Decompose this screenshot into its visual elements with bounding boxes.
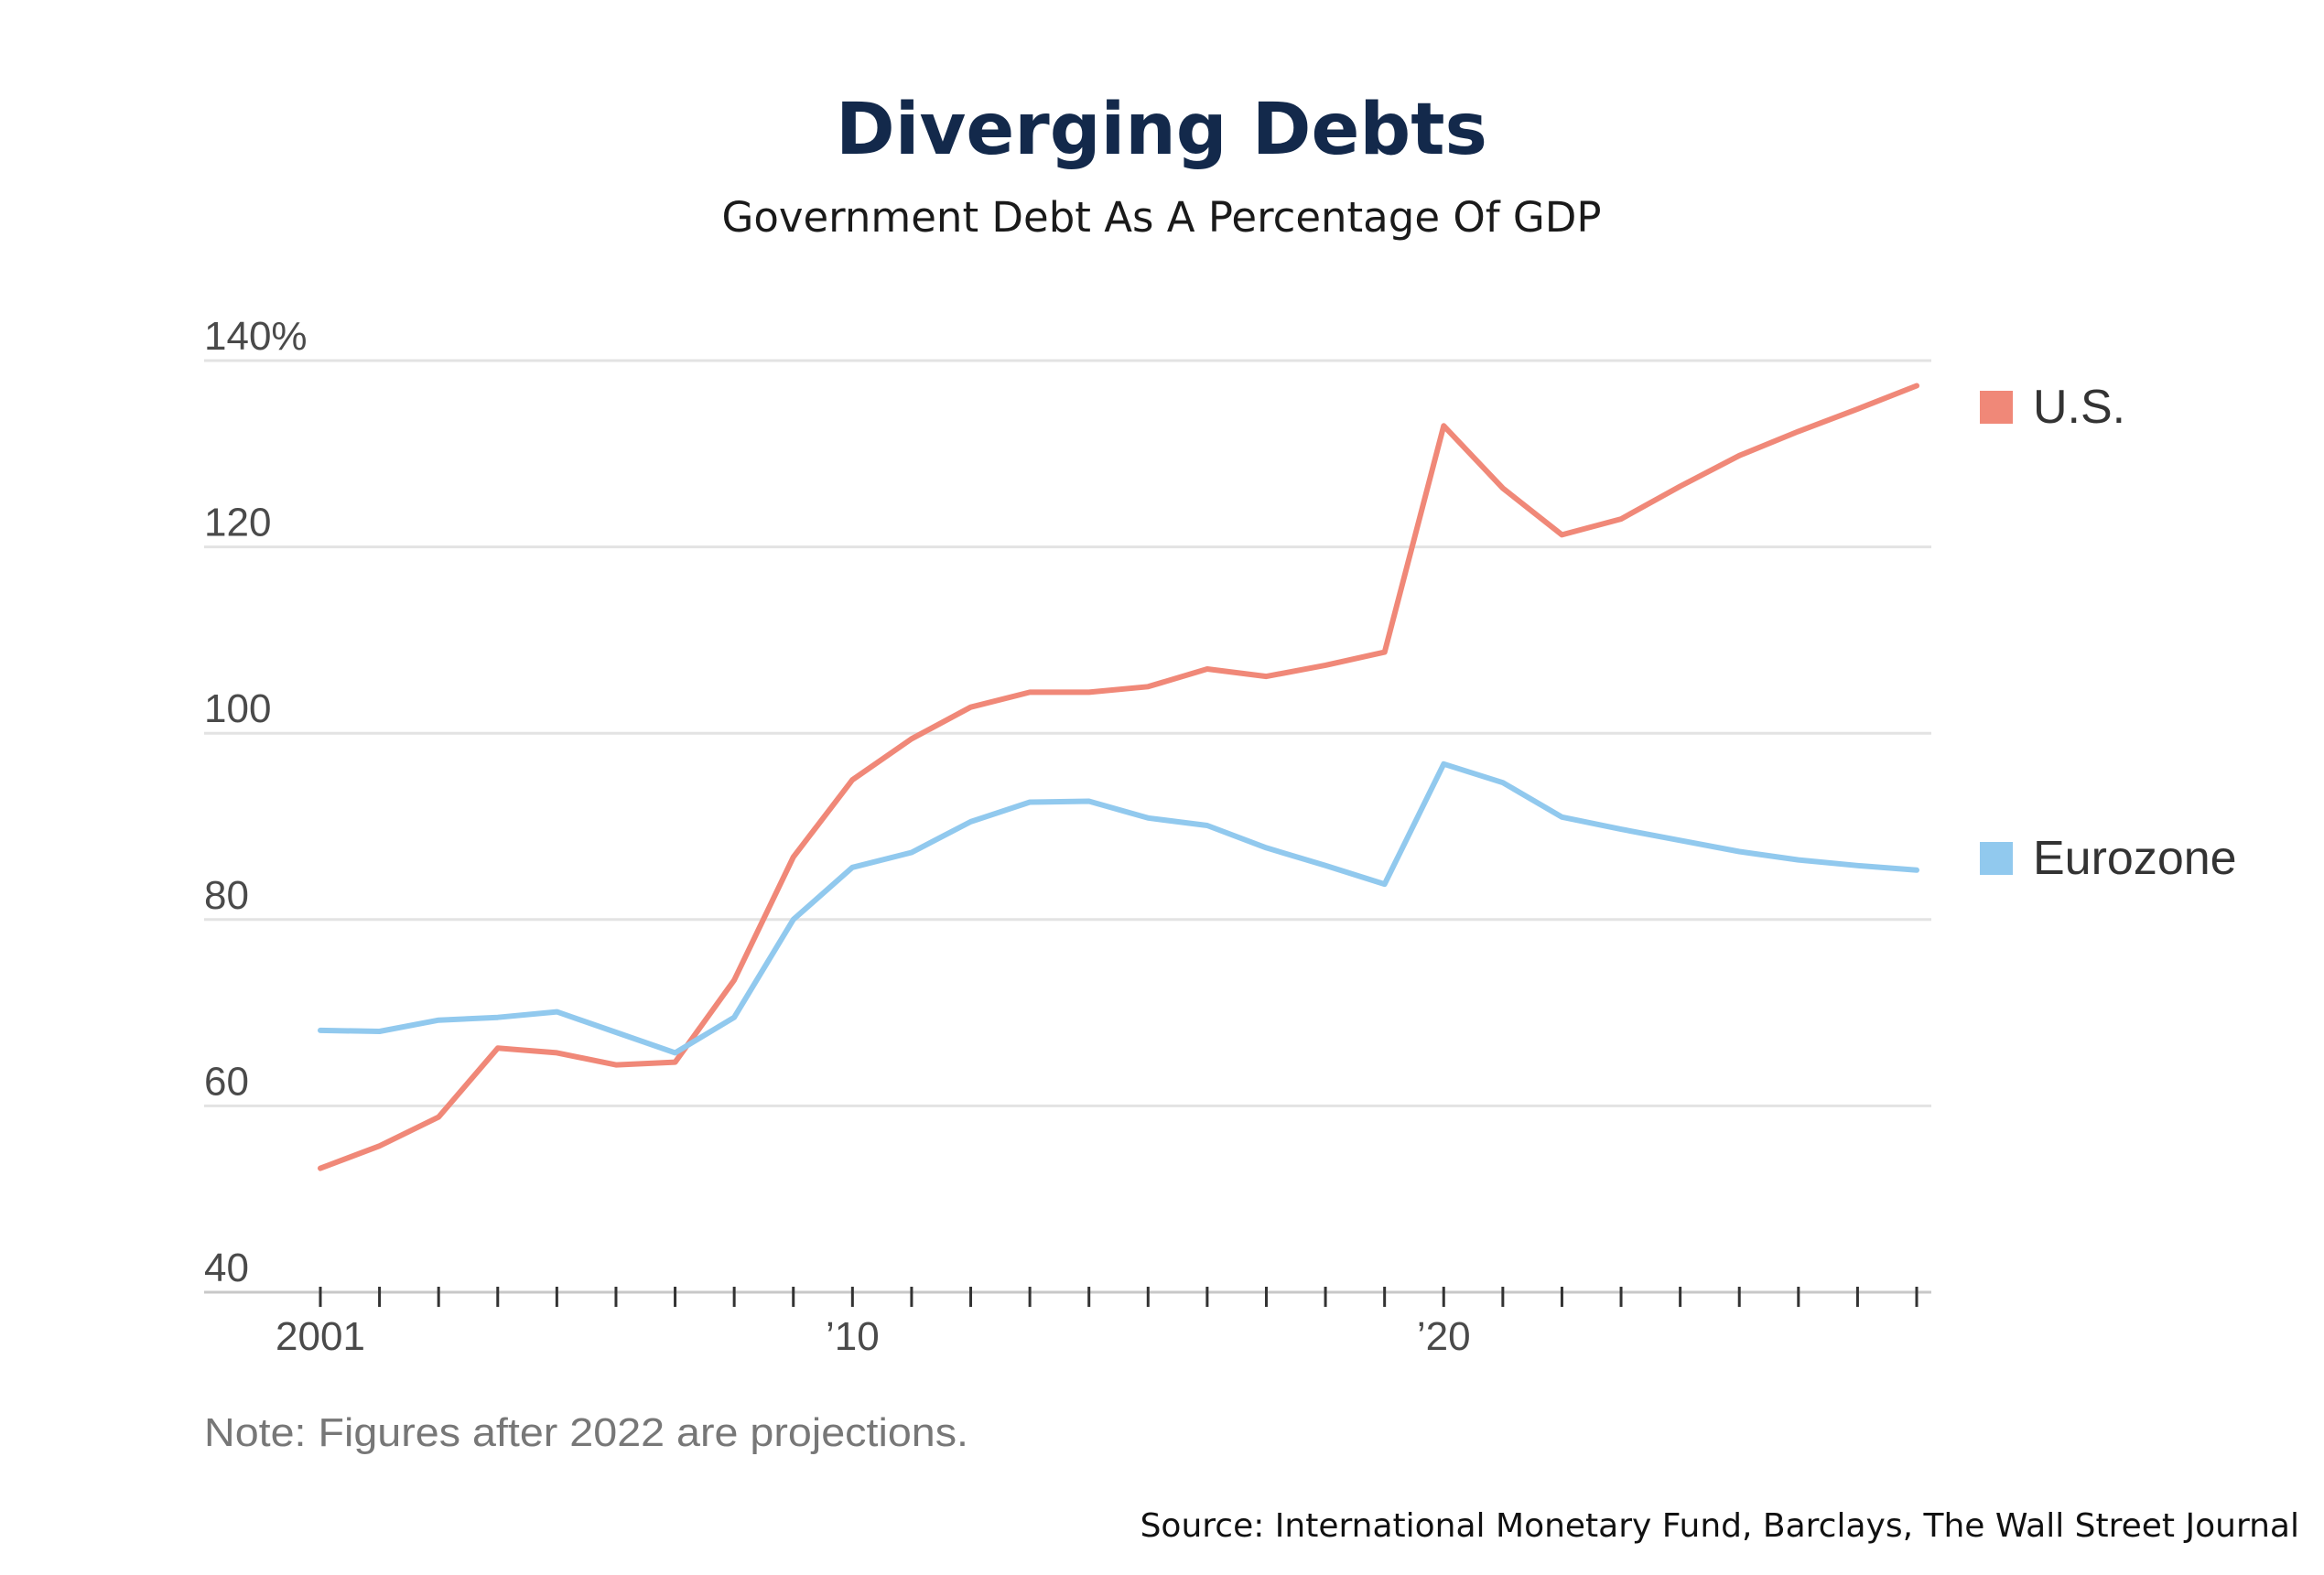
legend-swatch: [1980, 391, 2013, 424]
legend-swatch: [1980, 842, 2013, 875]
chart-title: Diverging Debts: [836, 89, 1487, 171]
series-line-eurozone: [318, 761, 1919, 1056]
x-axis: [204, 1287, 1931, 1307]
chart-subtitle: Government Debt As A Percentage Of GDP: [721, 193, 1601, 242]
x-axis-labels: 2001 ’10 ’20: [276, 1314, 1471, 1359]
x-tick-label: ’20: [1417, 1314, 1471, 1359]
y-tick-label: 120: [204, 501, 271, 545]
gridlines: [204, 359, 1931, 1107]
chart-note: Note: Figures after 2022 are projections…: [204, 1410, 968, 1455]
x-tick-label: ’10: [826, 1314, 880, 1359]
x-tick-label: 2001: [276, 1314, 365, 1359]
series-line-us: [318, 383, 1919, 1171]
y-tick-label: 60: [204, 1059, 249, 1104]
y-tick-label: 40: [204, 1246, 249, 1290]
y-tick-label: 80: [204, 873, 249, 918]
y-axis-labels: 140% 120 100 80 60 40: [204, 314, 308, 1290]
y-tick-label: 100: [204, 686, 271, 731]
legend-label: U.S.: [2033, 381, 2125, 434]
chart-source: Source: International Monetary Fund, Bar…: [1140, 1507, 2299, 1545]
legend: U.S. Eurozone: [1980, 381, 2237, 885]
y-tick-label: 140%: [204, 314, 308, 359]
legend-label: Eurozone: [2033, 832, 2237, 885]
series-lines: [318, 383, 1919, 1171]
